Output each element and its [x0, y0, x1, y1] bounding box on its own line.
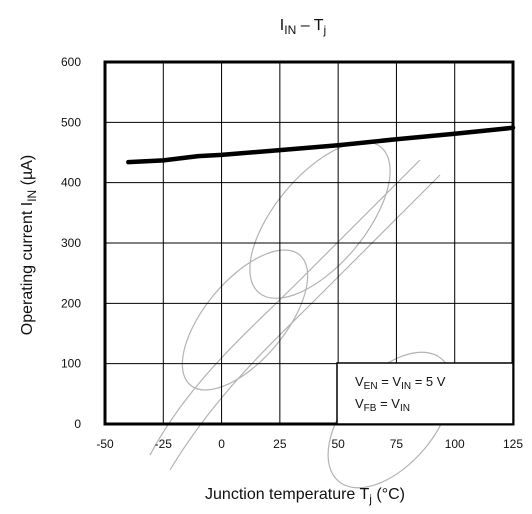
annotation-line-2: VFB = VIN	[355, 396, 410, 414]
x-tick-label: -50	[96, 437, 114, 451]
plot-frame	[103, 60, 515, 426]
x-tick-label: 125	[503, 437, 523, 451]
y-tick-label: 200	[61, 296, 81, 310]
y-tick-label: 0	[74, 417, 81, 431]
x-axis-label: Junction temperature Tj (°C)	[205, 486, 405, 506]
x-tick-label: 50	[331, 437, 345, 451]
x-axis: -50 -25 0 25 50 75 100 125	[96, 437, 523, 451]
annotation-line-1: VEN = VIN = 5 V	[355, 374, 446, 392]
condition-annotation: VEN = VIN = 5 V VFB = VIN	[336, 362, 514, 425]
y-axis-label: Operating current IIN (µA)	[19, 155, 39, 335]
x-tick-label: 75	[390, 437, 404, 451]
y-tick-label: 400	[61, 176, 81, 190]
y-tick-label: 600	[61, 55, 81, 69]
y-tick-label: 300	[61, 236, 81, 250]
chart-title: IIN – Tj	[280, 17, 326, 37]
x-tick-label: 0	[218, 437, 225, 451]
series-line-0	[126, 125, 516, 165]
x-tick-label: -25	[155, 437, 173, 451]
x-tick-label: 100	[445, 437, 465, 451]
y-axis: 0 100 200 300 400 500 600	[61, 55, 81, 431]
y-tick-label: 500	[61, 115, 81, 129]
series-group	[126, 125, 516, 165]
x-tick-label: 25	[273, 437, 287, 451]
y-tick-label: 100	[61, 357, 81, 371]
watermark	[149, 141, 453, 489]
